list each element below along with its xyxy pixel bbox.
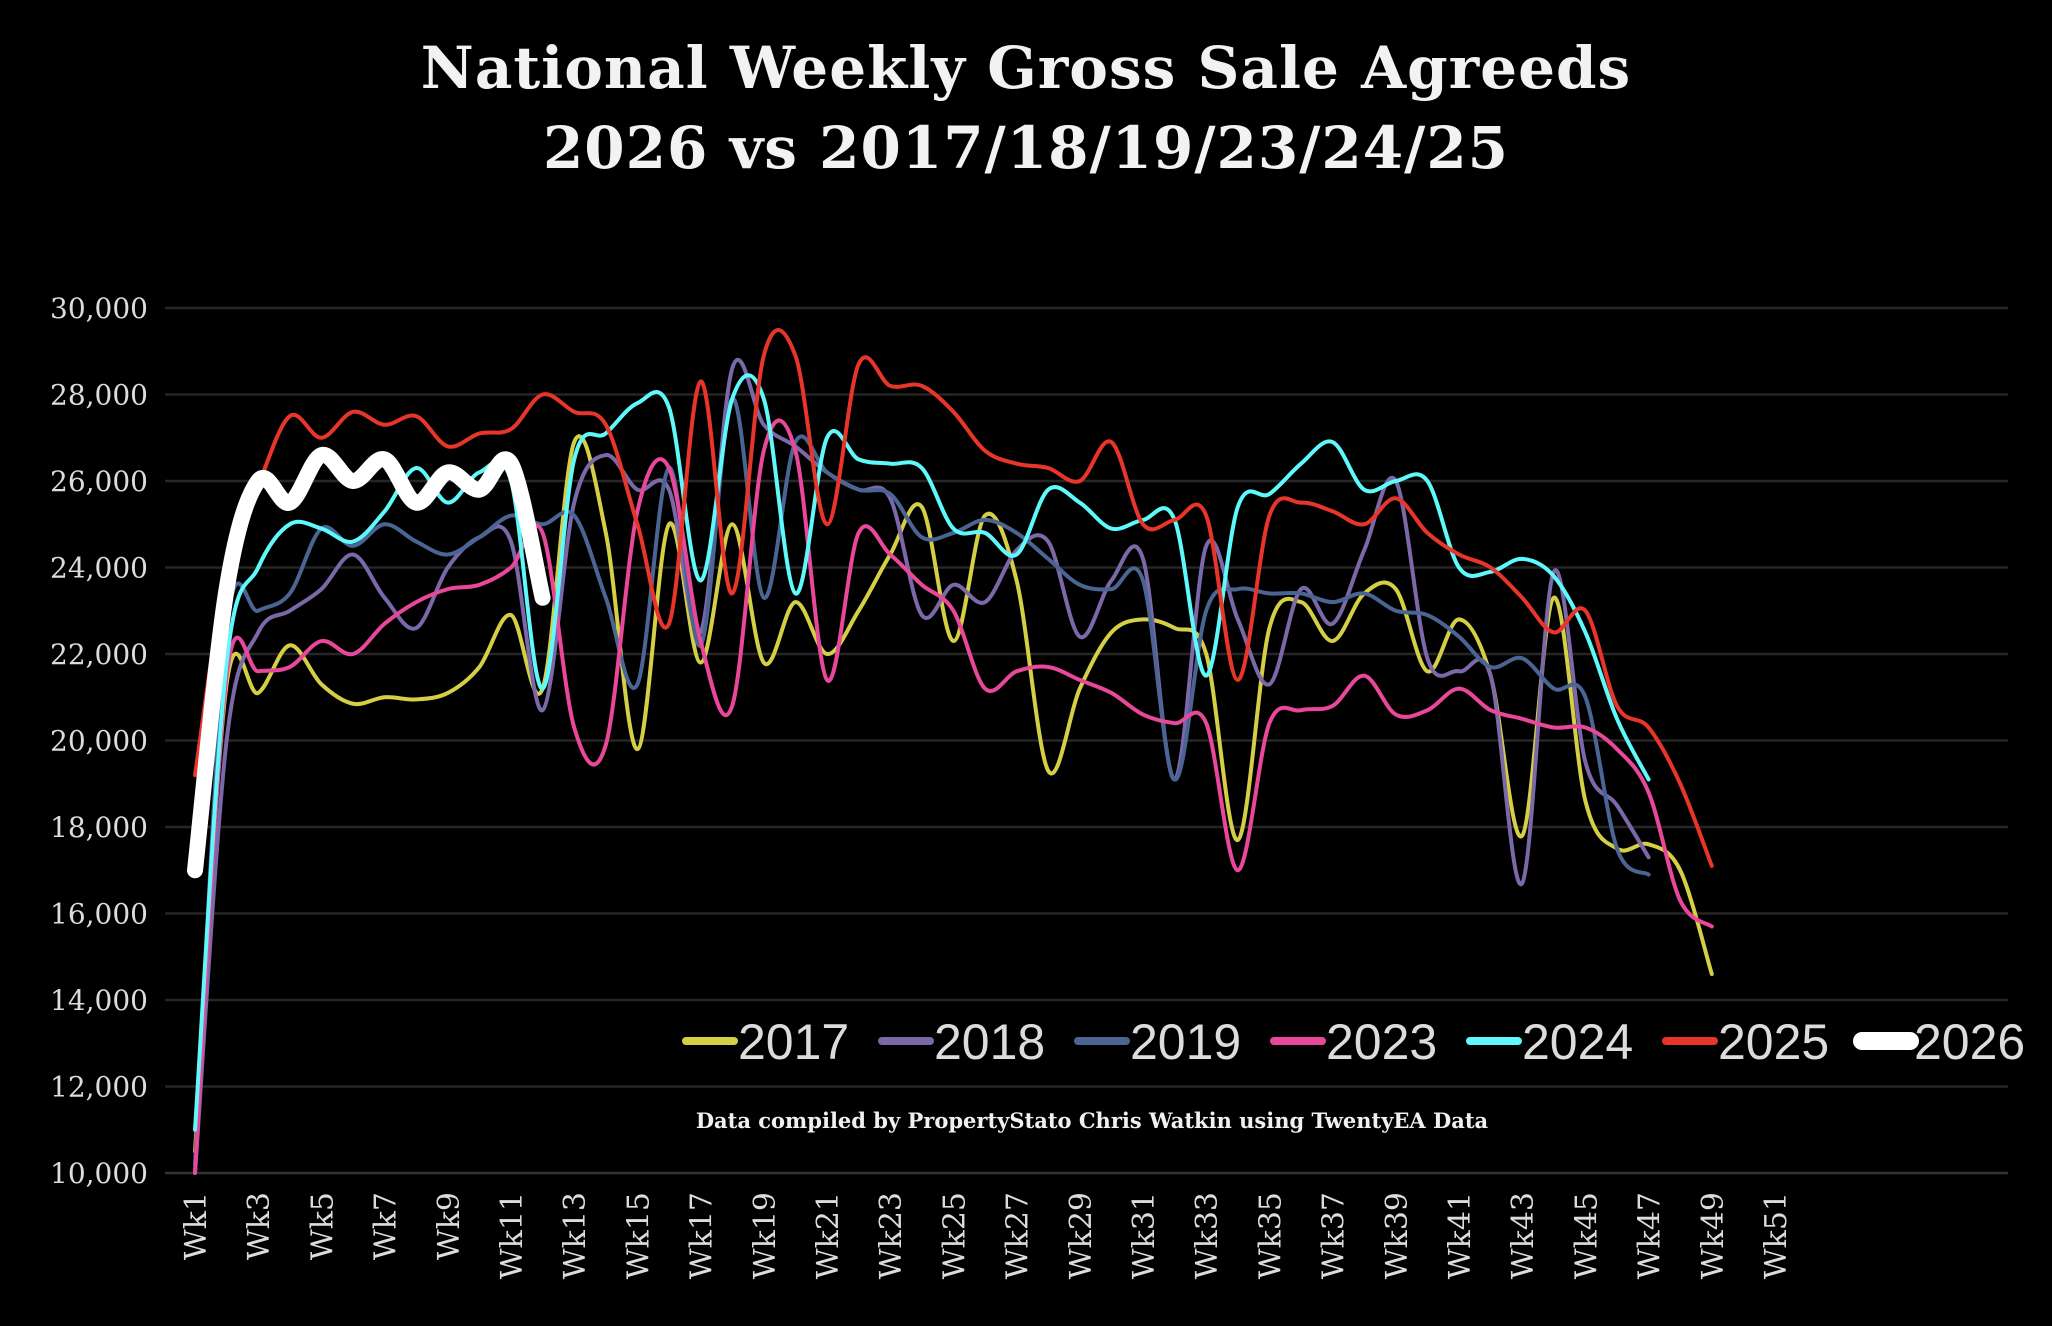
legend-label: 2018 — [934, 1014, 1045, 1070]
legend-item-2026: 2026 — [1853, 1014, 2025, 1070]
legend-label: 2025 — [1718, 1014, 1829, 1070]
x-tick-label: Wk13 — [558, 1192, 593, 1279]
legend-item-2019: 2019 — [1074, 1014, 1241, 1070]
series-line-2018 — [193, 357, 1651, 1175]
x-tick-label: Wk5 — [305, 1192, 340, 1260]
x-tick-label: Wk49 — [1696, 1192, 1731, 1279]
legend-label: 2019 — [1130, 1014, 1241, 1070]
series-line-2019 — [193, 396, 1651, 1167]
chart-title-line2: 2026 vs 2017/18/19/23/24/25 — [542, 114, 1510, 182]
y-tick-label: 14,000 — [50, 984, 148, 1017]
x-tick-label: Wk39 — [1380, 1192, 1415, 1279]
x-tick-label: Wk11 — [495, 1192, 530, 1279]
x-tick-label: Wk31 — [1127, 1192, 1162, 1279]
y-tick-label: 16,000 — [50, 898, 148, 931]
legend-label: 2023 — [1326, 1014, 1437, 1070]
x-tick-label: Wk47 — [1633, 1192, 1668, 1279]
x-tick-label: Wk41 — [1443, 1192, 1478, 1279]
y-tick-label: 12,000 — [50, 1071, 148, 1104]
series-line-2017 — [193, 434, 1714, 1154]
chart-title-line1: National Weekly Gross Sale Agreeds — [420, 34, 1632, 102]
legend-item-2017: 2017 — [682, 1014, 849, 1070]
x-tick-label: Wk25 — [937, 1192, 972, 1279]
series-line-2023 — [193, 418, 1714, 1175]
y-tick-label: 18,000 — [50, 811, 148, 844]
legend: 2017 2018 2019 2023 2024 2025 2026 — [682, 1014, 2025, 1070]
data-source-note: Data compiled by PropertyStato Chris Wat… — [696, 1108, 1489, 1133]
y-tick-label: 10,000 — [50, 1157, 148, 1190]
y-tick-label: 30,000 — [50, 292, 148, 325]
y-tick-label: 26,000 — [50, 465, 148, 498]
legend-item-2024: 2024 — [1466, 1014, 1633, 1070]
x-axis-ticks: Wk1 Wk3 Wk5 Wk7 Wk9 Wk11 Wk13 Wk15 Wk17 Wk19 Wk21 W… — [179, 1192, 1794, 1279]
legend-item-2025: 2025 — [1662, 1014, 1829, 1070]
x-tick-label: Wk35 — [1253, 1192, 1288, 1279]
x-tick-label: Wk43 — [1506, 1192, 1541, 1279]
x-tick-label: Wk7 — [369, 1192, 404, 1260]
legend-item-2018: 2018 — [878, 1014, 1045, 1070]
x-tick-label: Wk27 — [1001, 1192, 1036, 1279]
x-tick-label: Wk15 — [621, 1192, 656, 1279]
x-tick-label: Wk51 — [1759, 1192, 1794, 1279]
legend-label: 2017 — [738, 1014, 849, 1070]
legend-label: 2024 — [1522, 1014, 1633, 1070]
x-tick-label: Wk1 — [179, 1192, 214, 1260]
series-line-2025 — [193, 328, 1714, 868]
x-tick-label: Wk21 — [811, 1192, 846, 1279]
series-lines — [187, 328, 1714, 1175]
y-axis-ticks: 10,000 12,000 14,000 16,000 18,000 20,000 22,0… — [50, 292, 148, 1190]
legend-item-2023: 2023 — [1270, 1014, 1437, 1070]
y-tick-label: 20,000 — [50, 725, 148, 758]
x-tick-label: Wk19 — [748, 1192, 783, 1279]
x-tick-label: Wk17 — [685, 1192, 720, 1279]
series-line-2024 — [193, 373, 1651, 1132]
x-tick-label: Wk37 — [1317, 1192, 1352, 1279]
chart-title: National Weekly Gross Sale Agreeds 2026 … — [0, 28, 2052, 188]
series-line-2026 — [187, 447, 551, 879]
y-tick-label: 28,000 — [50, 379, 148, 412]
y-tick-label: 24,000 — [50, 552, 148, 585]
x-tick-label: Wk33 — [1190, 1192, 1225, 1279]
x-tick-label: Wk23 — [874, 1192, 909, 1279]
legend-label: 2026 — [1914, 1014, 2025, 1070]
gridlines — [165, 306, 2008, 1175]
x-tick-label: Wk29 — [1064, 1192, 1099, 1279]
x-tick-label: Wk9 — [432, 1192, 467, 1260]
y-tick-label: 22,000 — [50, 638, 148, 671]
x-tick-label: Wk3 — [242, 1192, 277, 1260]
x-tick-label: Wk45 — [1569, 1192, 1604, 1279]
